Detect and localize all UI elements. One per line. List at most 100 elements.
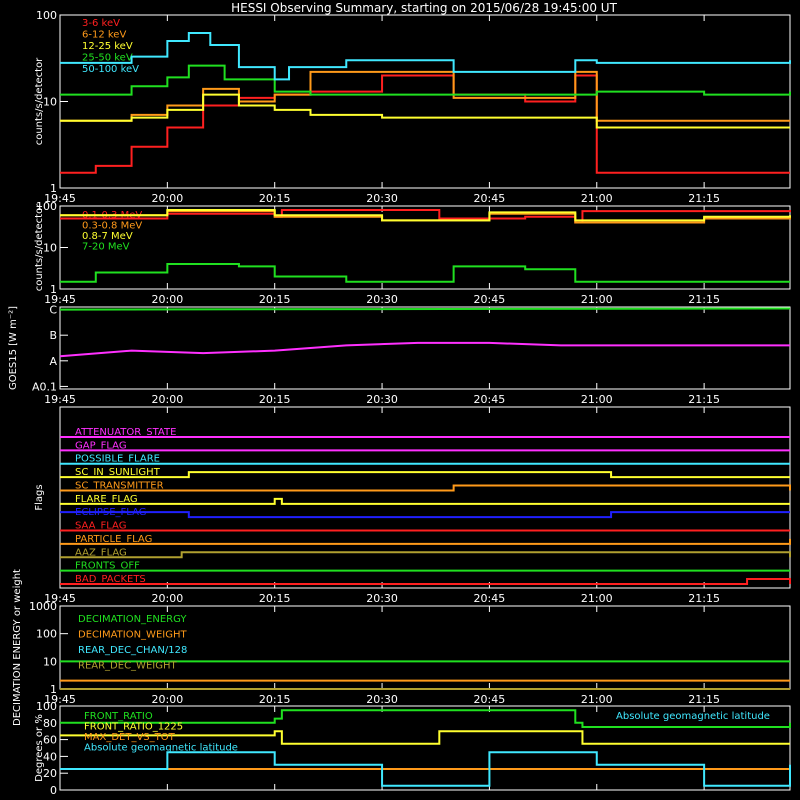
flag-label: PARTICLE_FLAG <box>75 534 152 545</box>
series-line-50-100-kev <box>60 31 791 81</box>
series-line-12-25-kev <box>60 93 790 129</box>
y-tick-label: 20 <box>43 767 57 780</box>
x-tick-label: 21:00 <box>581 393 613 406</box>
flag-line-particle-flag <box>60 538 791 545</box>
legend-entry: 50-100 keV <box>82 64 139 75</box>
flag-label: BAD_PACKETS <box>75 574 146 585</box>
x-tick-label: 20:15 <box>259 393 291 406</box>
series-line-absolute-geomagnetic-latitude <box>60 751 791 787</box>
x-tick-label: 21:00 <box>581 592 613 605</box>
x-tick-label: 20:30 <box>366 293 398 306</box>
x-tick-label: 20:15 <box>259 293 291 306</box>
x-tick-label: 21:15 <box>688 192 720 205</box>
goes-line-goes-low <box>59 341 790 358</box>
x-tick-label: 21:15 <box>688 293 720 306</box>
panel-6-frame <box>59 705 791 791</box>
x-tick-label: 20:45 <box>474 192 506 205</box>
x-tick-label: 21:15 <box>688 592 720 605</box>
panels: 19:45 20:00 20:15 20:30 20:45 21:00 21:1511010… <box>8 9 791 797</box>
y-tick-label: 0 <box>50 784 57 797</box>
legend-entry: 0.8-7 MeV <box>82 231 133 242</box>
x-tick-label: 21:15 <box>688 393 720 406</box>
x-tick-label: 21:15 <box>688 693 720 706</box>
x-tick-label: 21:00 <box>581 693 613 706</box>
legend-entry: Absolute geomagnetic latitude <box>84 743 238 754</box>
y-tick-label: 100 <box>36 700 57 713</box>
y-axis-label: Flags <box>34 484 45 510</box>
x-tick-label: 19:45 <box>44 192 76 205</box>
flag-label: POSSIBLE_FLARE <box>75 454 160 465</box>
goes-line-goes-high <box>59 307 791 311</box>
panel-3-frame <box>59 306 791 390</box>
y-axis-label: GOES15 [W m⁻²] <box>8 306 19 390</box>
y-tick-label: 1 <box>50 182 57 195</box>
x-tick-label: 20:00 <box>152 393 184 406</box>
x-tick-label: 20:00 <box>152 192 184 205</box>
x-tick-label: 20:00 <box>152 592 184 605</box>
y-axis-label: DECIMATION ENERGY or weight <box>12 569 23 726</box>
legend-entry: 12-25 keV <box>82 41 133 52</box>
x-tick-label: 19:45 <box>44 693 76 706</box>
flag-line-sc-transmitter <box>60 484 791 492</box>
legend-entry: REAR_DEC_WEIGHT <box>78 661 177 672</box>
series-line-3-6-kev <box>60 74 790 174</box>
x-tick-label: 20:00 <box>152 293 184 306</box>
legend-entry: REAR_DEC_CHAN/128 <box>78 645 187 656</box>
y-tick-label: A <box>49 355 57 368</box>
x-tick-label: 20:30 <box>366 592 398 605</box>
flag-label: ATTENUATOR_STATE <box>75 427 176 438</box>
series-line-6-12-kev <box>60 70 790 122</box>
panel-2-frame <box>59 205 791 290</box>
x-tick-label: 21:00 <box>581 293 613 306</box>
legend-entry: 25-50 keV <box>82 53 133 64</box>
flag-line-bad-packets <box>60 578 791 585</box>
y-tick-label: B <box>49 329 57 342</box>
x-tick-label: 20:15 <box>259 693 291 706</box>
legend-entry: DECIMATION_ENERGY <box>78 614 187 625</box>
y-tick-label: 1000 <box>29 600 57 613</box>
flag-label: FRONTS_OFF <box>75 561 140 572</box>
x-tick-label: 20:30 <box>366 393 398 406</box>
flag-line-eclipse-flag <box>60 511 790 519</box>
x-tick-label: 20:15 <box>259 192 291 205</box>
x-tick-label: 20:30 <box>366 693 398 706</box>
legend-entry: MAX_DET_VS_TOT <box>84 732 176 743</box>
panel-4-frame <box>59 406 791 589</box>
x-tick-label: 19:45 <box>44 293 76 306</box>
legend-entry: 0.3-0.8 MeV <box>82 221 142 232</box>
y-axis-label: counts/s/detector <box>34 203 45 291</box>
x-tick-label: 20:30 <box>366 192 398 205</box>
series-line-0-8-7-mev <box>60 209 791 222</box>
y-tick-label: A0.1 <box>32 380 57 393</box>
x-tick-label: 20:45 <box>474 592 506 605</box>
x-tick-label: 21:00 <box>581 192 613 205</box>
flag-line-flare-flag <box>60 497 790 505</box>
flag-label: SAA_FLAG <box>75 521 126 532</box>
x-tick-label: 20:00 <box>152 693 184 706</box>
y-tick-label: C <box>49 304 57 317</box>
flag-label: SC_TRANSMITTER <box>75 480 164 491</box>
x-tick-label: 19:45 <box>44 592 76 605</box>
y-tick-label: 10 <box>43 96 57 109</box>
legend-entry: DECIMATION_WEIGHT <box>78 630 187 641</box>
y-tick-label: 1 <box>50 283 57 296</box>
x-tick-label: 19:45 <box>44 393 76 406</box>
legend-entry: 3-6 keV <box>82 18 120 29</box>
x-tick-label: 20:45 <box>474 693 506 706</box>
x-tick-label: 20:45 <box>474 393 506 406</box>
flag-label: SC_IN_SUNLIGHT <box>75 467 161 478</box>
y-tick-label: 100 <box>36 628 57 641</box>
x-tick-label: 20:45 <box>474 293 506 306</box>
y-axis-label: Degrees or % <box>34 714 45 782</box>
y-tick-label: 10 <box>43 242 57 255</box>
flag-label: FLARE_FLAG <box>75 494 138 505</box>
y-tick-label: 100 <box>36 200 57 213</box>
series-line-front-ratio <box>60 709 791 728</box>
flag-label: AAZ_FLAG <box>75 547 127 558</box>
legend-entry: FRONT_RATIO <box>84 711 153 722</box>
y-tick-label: 10 <box>43 655 57 668</box>
series-line-7-20-mev <box>60 263 790 283</box>
legend-entry: 7-20 MeV <box>82 242 130 253</box>
flag-line-sc-in-sunlight <box>60 471 790 479</box>
chart-title: HESSI Observing Summary, starting on 201… <box>231 1 617 15</box>
